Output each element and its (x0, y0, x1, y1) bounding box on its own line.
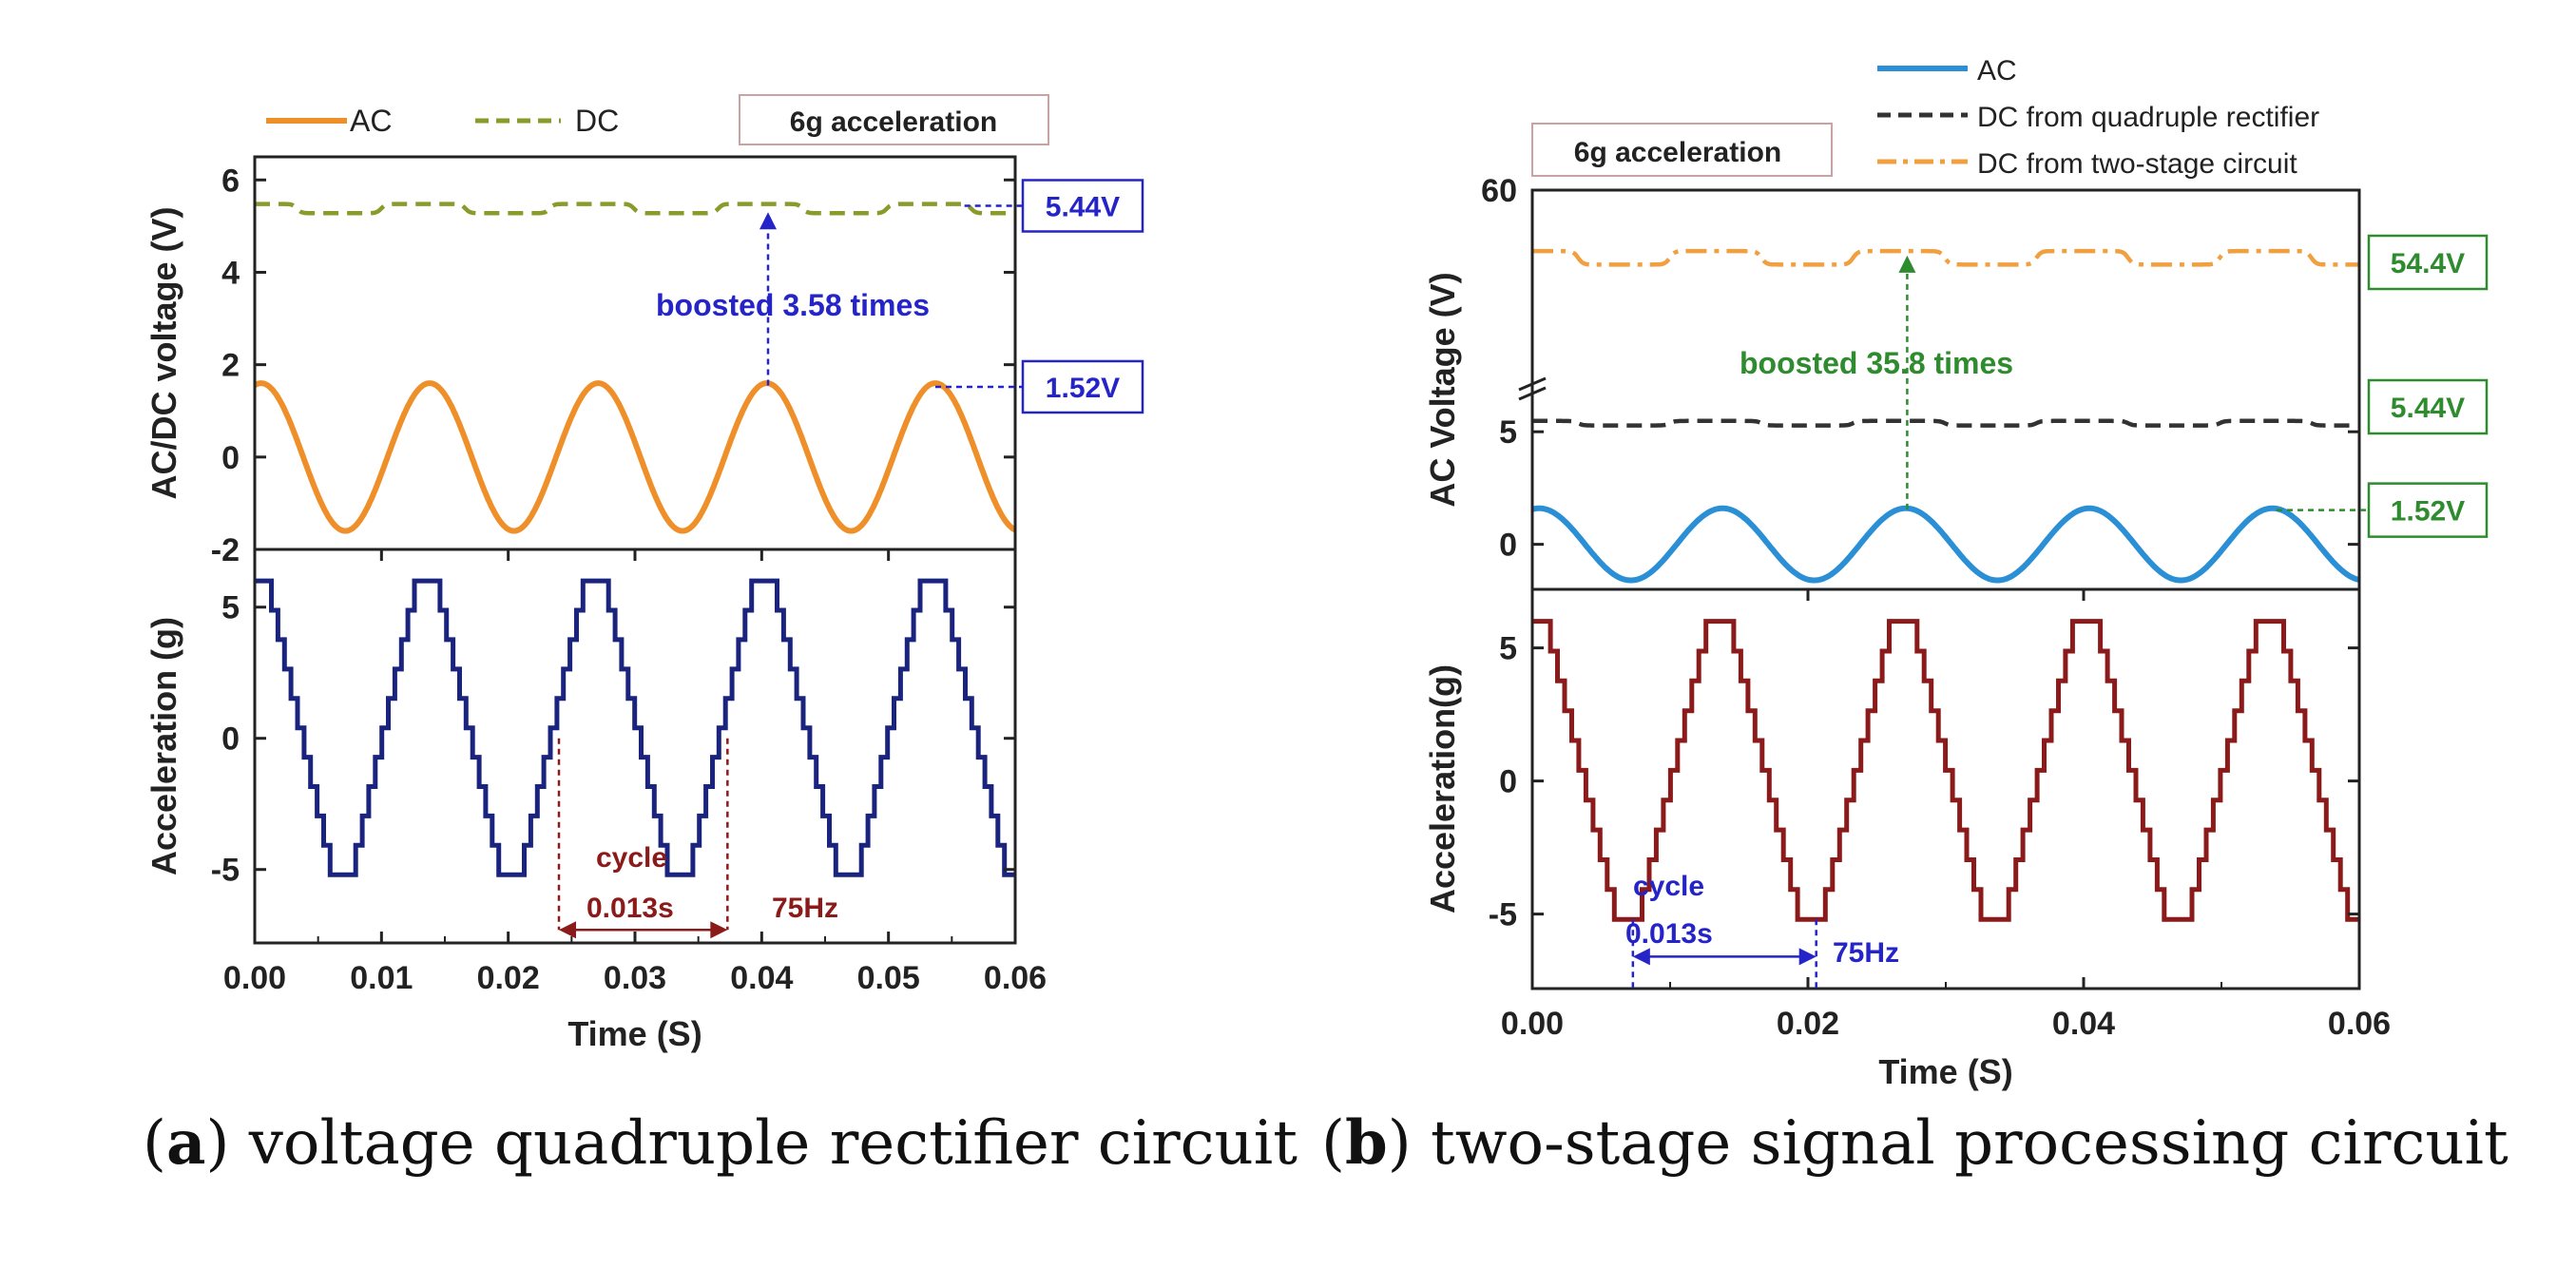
axis-break-mark (1518, 386, 1547, 401)
caption-b: (b) two-stage signal processing circuit (1321, 1107, 2509, 1179)
ac-value-label: 1.52V (1046, 373, 1120, 404)
x-tick-label: 0.02 (1777, 1006, 1839, 1042)
x-tick-label: 0.03 (604, 960, 666, 996)
plot-area (1532, 619, 2359, 922)
badge-label: 6g acceleration (790, 106, 997, 138)
legend-ac-label: AC (350, 104, 392, 138)
panel-b-bottom: -5 0 5 0.00 0.02 0.04 0.06 Acceleration(g) Time … (1423, 587, 2391, 1091)
boost-label: boosted 35.8 times (1740, 346, 2013, 380)
x-tick-label: 0.05 (857, 960, 920, 996)
y-tick-label: 0 (221, 721, 240, 758)
series-ac-line (255, 380, 1015, 534)
boost-arrow-head (1898, 255, 1916, 273)
y-tick-label: 4 (221, 255, 240, 291)
x-axis-label: Time (S) (567, 1014, 702, 1053)
y-tick-label: 0 (221, 440, 240, 476)
y-tick-label: 5 (1499, 414, 1517, 451)
cycle-label: cycle (596, 842, 667, 874)
axis-break-mark (1518, 376, 1547, 392)
y-axis-label: Acceleration (g) (144, 617, 183, 875)
panel-a-top: -2 0 2 4 6 AC/DC voltage (V) AC DC 6g accelerati… (144, 94, 1144, 568)
series-dc-from-two-stage-circuit-line (1532, 248, 2359, 267)
badge-box (739, 94, 1049, 145)
x-tick-label: 0.04 (2052, 1006, 2115, 1042)
x-tick-label: 0.04 (730, 960, 793, 996)
plot-area (255, 202, 1015, 534)
cycle-period-label: 0.013s (586, 893, 674, 924)
dc-quad-value-label: 5.44V (2391, 393, 2465, 424)
y-axis-label: AC/DC voltage (V) (144, 206, 183, 499)
cycle-arrow-right (710, 921, 728, 939)
cycle-arrow-left (1632, 948, 1650, 966)
y-tick-label: 0 (1499, 764, 1517, 800)
boost-arrow-head (759, 212, 777, 230)
dc-two-stage-value-box (2367, 234, 2489, 291)
y-tick-label: 2 (221, 348, 240, 384)
panel-b-top: 0 5 60 AC Voltage (V) AC DC from quadruple re… (1423, 55, 2489, 591)
x-tick-label: 0.01 (350, 960, 413, 996)
plot-frame (253, 155, 1017, 551)
legend-dc-quad-label: DC from quadruple rectifier (1977, 102, 2319, 133)
ac-value-box (2367, 482, 2489, 538)
series-dc-line (255, 202, 1015, 216)
ac-value-box (1021, 359, 1144, 414)
cycle-period-label: 0.013s (1625, 918, 1713, 950)
y-tick-label: 5 (1499, 631, 1517, 667)
cycle-label: cycle (1633, 871, 1704, 902)
boost-label: boosted 3.58 times (656, 288, 930, 322)
badge-box (1531, 123, 1833, 177)
dc-two-stage-value-label: 54.4V (2391, 248, 2465, 279)
ac-value-label: 1.52V (2391, 496, 2465, 528)
legend-ac-label: AC (1977, 55, 2017, 87)
y-tick-label: -5 (211, 853, 240, 889)
plot-frame (253, 548, 1017, 945)
dc-value-label: 5.44V (1046, 192, 1120, 223)
x-axis-label: Time (S) (1878, 1052, 2012, 1091)
series-dc-from-quadruple-rectifier-line (1532, 418, 2359, 428)
badge-label: 6g acceleration (1574, 137, 1781, 168)
x-tick-label: 0.00 (1501, 1006, 1564, 1042)
legend-dc-label: DC (575, 104, 619, 138)
caption-a: (a) voltage quadruple rectifier circuit (143, 1107, 1298, 1179)
y-tick-label: 60 (1481, 173, 1517, 209)
y-axis-label: AC Voltage (V) (1423, 272, 1462, 507)
frequency-label: 75Hz (1833, 937, 1899, 969)
x-tick-label: 0.06 (984, 960, 1047, 996)
y-tick-label: -5 (1489, 897, 1517, 933)
series-acceleration-line (1532, 619, 2359, 922)
series-acceleration-line (255, 578, 1015, 877)
legend-dc-two-stage-label: DC from two-stage circuit (1977, 148, 2297, 180)
plot-area (255, 578, 1015, 877)
x-tick-label: 0.02 (477, 960, 540, 996)
y-tick-label: 0 (1499, 528, 1517, 564)
dc-value-box (1021, 179, 1144, 233)
plot-area (1532, 248, 2359, 584)
y-axis-label: Acceleration(g) (1423, 664, 1462, 913)
y-tick-label: -2 (211, 532, 240, 568)
y-tick-label: 5 (221, 590, 240, 626)
x-tick-label: 0.06 (2328, 1006, 2391, 1042)
cycle-arrow-left (559, 921, 576, 939)
panel-a-bottom: -5 0 5 0.00 0.01 0.02 0.03 0.04 0.05 0.06 Accelera… (144, 548, 1047, 1053)
cycle-arrow-right (1798, 948, 1817, 966)
dc-quad-value-box (2367, 378, 2489, 435)
x-tick-label: 0.00 (223, 960, 286, 996)
frequency-label: 75Hz (772, 893, 838, 924)
y-tick-label: 6 (221, 163, 240, 199)
series-ac-line (1532, 505, 2359, 584)
